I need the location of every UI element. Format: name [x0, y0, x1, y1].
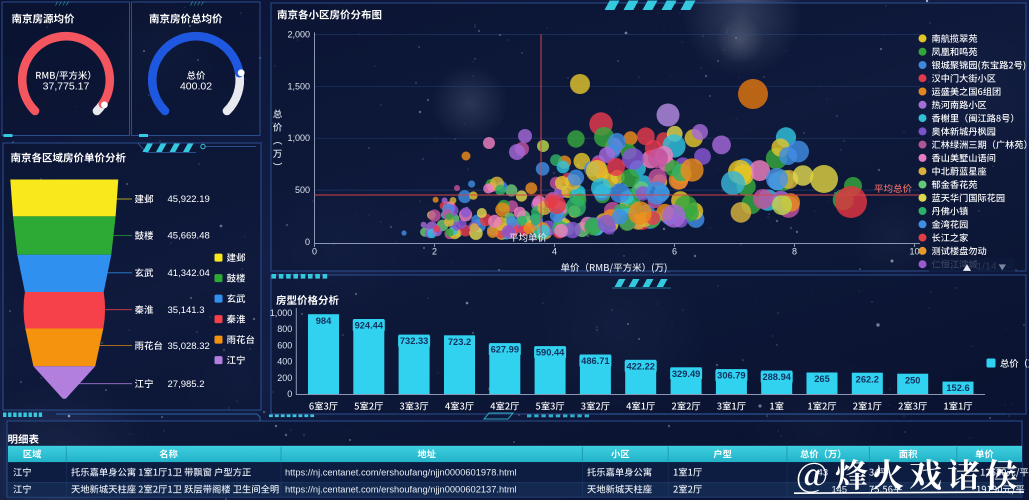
svg-text:600: 600	[277, 340, 292, 350]
svg-text:2,000: 2,000	[287, 29, 310, 39]
svg-text:250: 250	[905, 375, 921, 385]
svg-text:35,141.3: 35,141.3	[168, 305, 205, 316]
svg-text:41,342.04: 41,342.04	[168, 268, 210, 279]
svg-text:1/14: 1/14	[976, 260, 997, 272]
svg-text:27,985.2: 27,985.2	[168, 379, 205, 390]
svg-text:45,922.19: 45,922.19	[168, 194, 210, 205]
svg-text:590.44: 590.44	[536, 348, 565, 358]
svg-text:627.99: 627.99	[491, 345, 519, 355]
svg-text:400.02: 400.02	[180, 81, 212, 93]
svg-text:486.71: 486.71	[581, 356, 609, 366]
svg-text:723.2: 723.2	[448, 337, 471, 347]
svg-text:0: 0	[305, 237, 310, 247]
svg-text:924.44: 924.44	[355, 321, 384, 331]
svg-text:1,500: 1,500	[287, 81, 310, 91]
svg-text:1,000: 1,000	[287, 133, 310, 143]
svg-text:43: 43	[818, 467, 828, 477]
svg-text:200: 200	[277, 373, 292, 383]
svg-text:152.6: 152.6	[946, 383, 969, 393]
svg-text:37,775.17: 37,775.17	[43, 81, 90, 93]
svg-text:262.2: 262.2	[856, 374, 879, 384]
svg-text:1,000: 1,000	[270, 308, 293, 318]
svg-text:732.33: 732.33	[400, 336, 428, 346]
svg-text:4: 4	[552, 247, 557, 257]
svg-text:800: 800	[277, 324, 292, 334]
svg-text:0: 0	[287, 389, 292, 399]
svg-text:2: 2	[432, 247, 437, 257]
svg-text:306.79: 306.79	[717, 371, 745, 381]
svg-text:https://nj.centanet.com/ershou: https://nj.centanet.com/ershoufang/njjn0…	[285, 484, 517, 494]
svg-text:https://nj.centanet.com/ershou: https://nj.centanet.com/ershoufang/njjn0…	[285, 467, 517, 477]
svg-text:35,028.32: 35,028.32	[168, 341, 210, 352]
svg-text:0: 0	[312, 247, 317, 257]
svg-text:422.22: 422.22	[626, 361, 654, 371]
svg-text:10: 10	[909, 247, 919, 257]
svg-text:329.49: 329.49	[672, 369, 700, 379]
svg-text:45,669.48: 45,669.48	[168, 231, 210, 242]
svg-text:265: 265	[814, 374, 830, 384]
svg-text:500: 500	[295, 185, 310, 195]
svg-text:984: 984	[316, 316, 332, 326]
svg-text:145: 145	[831, 484, 847, 494]
svg-text:8: 8	[792, 247, 797, 257]
svg-text:288.94: 288.94	[762, 372, 791, 382]
svg-text:6: 6	[672, 247, 677, 257]
svg-text:400: 400	[277, 357, 292, 367]
